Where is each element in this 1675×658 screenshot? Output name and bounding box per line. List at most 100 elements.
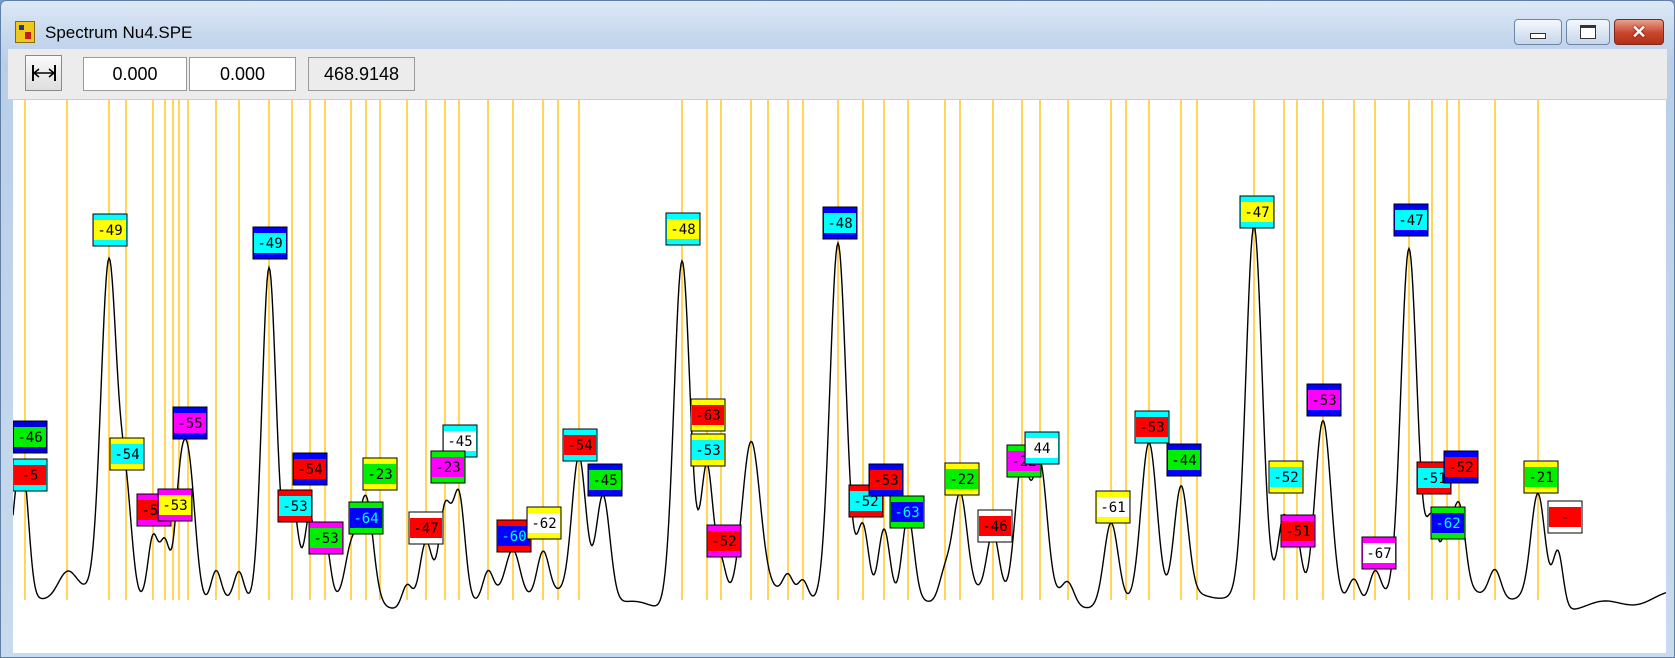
peak-label-text: -5 bbox=[22, 468, 39, 484]
peak-label-text: -48 bbox=[670, 222, 695, 238]
peak-label[interactable]: -52 bbox=[1268, 460, 1304, 494]
peak-label[interactable]: -5 bbox=[13, 458, 48, 492]
peak-label-band bbox=[1026, 438, 1058, 458]
peak-label[interactable]: -60 bbox=[496, 519, 532, 553]
peak-label[interactable]: -21 bbox=[1523, 460, 1559, 494]
peak-label-band bbox=[432, 457, 464, 477]
fit-width-button[interactable] bbox=[25, 55, 62, 91]
peak-label-band bbox=[14, 465, 46, 485]
peak-label-band bbox=[1270, 467, 1302, 487]
peak-label-text: -64 bbox=[353, 511, 378, 527]
title-bar[interactable]: Spectrum Nu4.SPE ✕ bbox=[1, 1, 1674, 49]
peak-label[interactable]: -53 bbox=[690, 433, 726, 467]
peak-label-band bbox=[1282, 521, 1314, 541]
peak-label[interactable]: -52 bbox=[1443, 450, 1479, 484]
peak-label[interactable]: -44 bbox=[1166, 443, 1202, 477]
peak-label-text: -46 bbox=[17, 430, 42, 446]
peak-label-text: -52 bbox=[711, 534, 736, 550]
peak-label[interactable]: -63 bbox=[889, 495, 925, 529]
peak-label[interactable]: -49 bbox=[252, 226, 288, 260]
peak-label-text: -52 bbox=[1273, 470, 1298, 486]
peak-label-band bbox=[589, 470, 621, 490]
peak-label[interactable]: -54 bbox=[292, 452, 328, 486]
peak-label[interactable]: -67 bbox=[1361, 536, 1397, 570]
peak-label-text: -62 bbox=[1435, 516, 1460, 532]
peak-label-text: -23 bbox=[435, 460, 460, 476]
peak-label-text: 44 bbox=[1034, 441, 1051, 457]
peak-label-band bbox=[979, 516, 1011, 536]
peak-label-text: -47 bbox=[413, 521, 438, 537]
peak-label[interactable]: -53 bbox=[277, 489, 313, 523]
peak-label[interactable]: -54 bbox=[109, 437, 145, 471]
peak-label[interactable]: -53 bbox=[1306, 383, 1342, 417]
peak-label[interactable]: -49 bbox=[92, 213, 128, 247]
minimize-icon bbox=[1530, 33, 1546, 39]
spectrum-canvas[interactable]: -46-5-49-54-53-53-55-49-54-53-53-64-23-4… bbox=[13, 100, 1666, 653]
peak-label-band bbox=[708, 531, 740, 551]
peak-label[interactable]: -52 bbox=[706, 524, 742, 558]
peak-label-text: -52 bbox=[1448, 460, 1473, 476]
peak-label[interactable]: 44 bbox=[1024, 431, 1060, 465]
peak-label[interactable]: -63 bbox=[690, 398, 726, 432]
peak-label[interactable]: -53 bbox=[1134, 410, 1170, 444]
peak-label-band bbox=[1097, 497, 1129, 517]
peak-label[interactable]: -48 bbox=[822, 206, 858, 240]
peak-label[interactable]: -47 bbox=[408, 511, 444, 545]
peak-label-band bbox=[310, 528, 342, 548]
peak-label-band bbox=[692, 440, 724, 460]
peak-label-band bbox=[174, 413, 206, 433]
peak-label-band bbox=[946, 469, 978, 489]
peak-label[interactable]: -23 bbox=[362, 457, 398, 491]
peak-label[interactable]: -47 bbox=[1239, 195, 1275, 229]
peak-label-band bbox=[891, 502, 923, 522]
peak-label[interactable]: -48 bbox=[665, 212, 701, 246]
minimize-button[interactable] bbox=[1514, 19, 1562, 45]
fit-width-icon bbox=[31, 65, 56, 81]
peak-label[interactable]: -23 bbox=[430, 450, 466, 484]
peak-label-band bbox=[159, 495, 191, 515]
spectrum-app-icon[interactable] bbox=[15, 21, 35, 43]
peak-label[interactable]: -45 bbox=[587, 463, 623, 497]
peak-label-band bbox=[350, 508, 382, 528]
peak-label-band bbox=[564, 435, 596, 455]
peak-label-band bbox=[692, 405, 724, 425]
peak-label[interactable]: -62 bbox=[526, 506, 562, 540]
maximize-icon bbox=[1580, 25, 1596, 39]
peak-label[interactable]: -22 bbox=[944, 462, 980, 496]
peak-label-band bbox=[1525, 467, 1557, 487]
peak-label-band bbox=[1308, 390, 1340, 410]
close-button[interactable]: ✕ bbox=[1614, 19, 1664, 45]
peak-label-text: -55 bbox=[177, 416, 202, 432]
spectrum-plot[interactable]: -46 -5 -49 -54 -53 -53 -55 -49 -54 -53 -53 -64 -23 -4… bbox=[13, 100, 1666, 653]
peak-label[interactable]: -54 bbox=[562, 428, 598, 462]
range-start-field[interactable]: 0.000 bbox=[83, 57, 187, 91]
close-icon: ✕ bbox=[1631, 22, 1647, 42]
range-end-field[interactable]: 0.000 bbox=[189, 57, 296, 91]
peak-label-band bbox=[1136, 417, 1168, 437]
peak-label[interactable]: -46 bbox=[13, 420, 48, 454]
peak-label[interactable]: -51 bbox=[1280, 514, 1316, 548]
peak-label-band bbox=[1445, 457, 1477, 477]
peak-label[interactable]: -55 bbox=[172, 406, 208, 440]
peak-label[interactable]: -47 bbox=[1393, 203, 1429, 237]
peak-label[interactable]: -53 bbox=[868, 463, 904, 497]
peak-label-band bbox=[254, 233, 286, 253]
peak-label[interactable]: -64 bbox=[348, 501, 384, 535]
peak-label-text: -54 bbox=[297, 462, 322, 478]
peak-label[interactable]: - bbox=[1547, 500, 1583, 534]
peak-label-band bbox=[1363, 543, 1395, 563]
peak-label-band bbox=[94, 220, 126, 240]
peak-label[interactable]: -62 bbox=[1430, 506, 1466, 540]
peak-label-band bbox=[111, 444, 143, 464]
peak-label-band bbox=[528, 513, 560, 533]
maximize-button[interactable] bbox=[1566, 19, 1610, 45]
peak-label[interactable]: -46 bbox=[977, 509, 1013, 543]
peak-label-text: -47 bbox=[1398, 213, 1423, 229]
peak-label[interactable]: -53 bbox=[308, 521, 344, 555]
peak-label-text: -45 bbox=[592, 473, 617, 489]
peak-label[interactable]: -53 bbox=[157, 488, 193, 522]
peak-label-text: -22 bbox=[949, 472, 974, 488]
peak-label-band bbox=[410, 518, 442, 538]
peak-label[interactable]: -61 bbox=[1095, 490, 1131, 524]
peak-label-text: -63 bbox=[695, 408, 720, 424]
